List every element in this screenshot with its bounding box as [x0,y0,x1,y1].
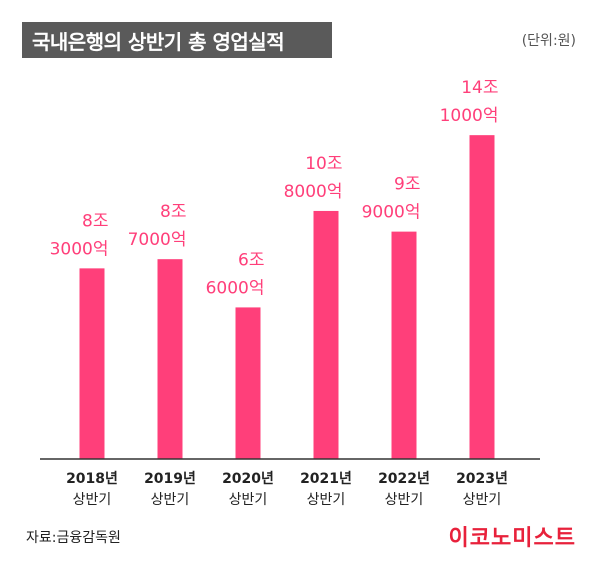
x-tick-label-0-period: 상반기 [73,492,112,508]
data-label-1-line1: 8조 [160,202,186,222]
data-label-3-line2: 8000억 [284,182,343,202]
data-label-2-line1: 6조 [238,250,264,270]
x-tick-label-1-period: 상반기 [151,492,190,508]
x-tick-label-4-period: 상반기 [385,492,424,508]
data-label-5-line2: 1000억 [440,106,499,126]
brand-logo: 이코노미스트 [448,526,576,551]
x-tick-label-3-year: 2021년 [300,471,352,487]
bar-5 [469,135,495,459]
data-label-0-line2: 3000억 [50,239,109,259]
data-label-0-line1: 8조 [82,211,108,231]
x-tick-label-2-period: 상반기 [229,492,268,508]
bar-4 [391,231,417,459]
title-bar [22,22,332,58]
bar-3 [313,210,339,459]
data-label-2-line2: 6000억 [206,278,265,298]
data-label-4-line1: 9조 [394,175,420,195]
bar-0 [79,268,105,459]
x-tick-label-1-year: 2019년 [144,471,196,487]
source-label: 자료:금융감독원 [26,530,121,546]
data-label-3-line1: 10조 [305,154,342,174]
bar-2 [235,307,261,459]
bar-1 [157,259,183,459]
x-tick-label-2-year: 2020년 [222,471,274,487]
x-tick-label-5-period: 상반기 [463,492,502,508]
data-label-1-line2: 7000억 [128,230,187,250]
chart-title: 국내은행의 상반기 총 영업실적 [32,30,285,54]
data-label-5-line1: 14조 [461,78,498,98]
x-tick-label-3-period: 상반기 [307,492,346,508]
x-tick-label-5-year: 2023년 [456,471,508,487]
unit-label: (단위:원) [521,33,576,49]
data-label-4-line2: 9000억 [362,203,421,223]
x-tick-label-4-year: 2022년 [378,471,430,487]
x-tick-label-0-year: 2018년 [66,471,118,487]
